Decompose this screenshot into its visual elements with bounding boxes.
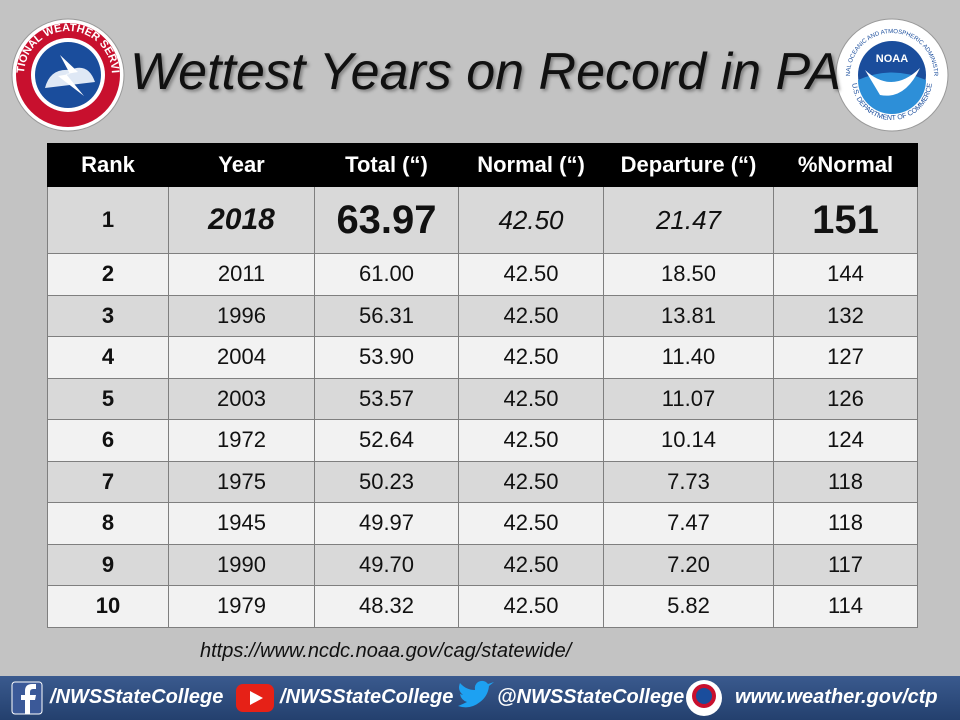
column-header: Normal (“) <box>458 143 604 187</box>
column-header: %Normal <box>773 143 918 187</box>
table-cell: 42.50 <box>458 186 604 254</box>
table-cell: 1972 <box>168 419 315 462</box>
rank-cell: 10 <box>47 585 169 628</box>
rank-cell: 2 <box>47 253 169 296</box>
table-cell: 56.31 <box>314 294 459 337</box>
table-cell: 42.50 <box>458 253 604 296</box>
table-cell: 61.00 <box>314 253 459 296</box>
table-row: 5 2003 53.57 42.50 11.07 126 <box>47 377 918 420</box>
youtube-handle[interactable]: /NWSStateCollege <box>280 686 454 708</box>
table-cell: 63.97 <box>314 186 459 254</box>
column-header: Year <box>168 143 315 187</box>
table-cell: 53.90 <box>314 336 459 379</box>
rank-cell: 7 <box>47 460 169 503</box>
nws-logo: NATIONAL WEATHER SERVICE <box>0 0 125 132</box>
table-row: 1 2018 63.97 42.50 21.47 151 <box>47 186 918 254</box>
table-cell: 42.50 <box>458 543 604 586</box>
table-cell: 10.14 <box>603 419 774 462</box>
table-cell: 118 <box>773 460 918 503</box>
table-cell: 132 <box>773 294 918 337</box>
table-cell: 2004 <box>168 336 315 379</box>
table-cell: 1979 <box>168 585 315 628</box>
column-header: Departure (“) <box>603 143 774 187</box>
rank-cell: 3 <box>47 294 169 337</box>
table-cell: 49.70 <box>314 543 459 586</box>
table-cell: 52.64 <box>314 419 459 462</box>
records-table: Rank Year Total (“) Normal (“) Departure (“)… <box>47 143 918 628</box>
table-cell: 50.23 <box>314 460 459 503</box>
facebook-handle[interactable]: /NWSStateCollege <box>50 686 224 708</box>
table-cell: 2018 <box>168 186 315 254</box>
column-header: Rank <box>47 143 169 187</box>
table-row: 3 1996 56.31 42.50 13.81 132 <box>47 294 918 337</box>
table-cell: 2003 <box>168 377 315 420</box>
table-cell: 7.47 <box>603 502 774 545</box>
table-cell: 1945 <box>168 502 315 545</box>
table-cell: 42.50 <box>458 377 604 420</box>
table-cell: 42.50 <box>458 336 604 379</box>
table-cell: 42.50 <box>458 419 604 462</box>
rank-cell: 9 <box>47 543 169 586</box>
table-cell: 1996 <box>168 294 315 337</box>
table-cell: 42.50 <box>458 460 604 503</box>
source-url: https://www.ncdc.noaa.gov/cag/statewide/ <box>200 640 572 662</box>
table-cell: 1990 <box>168 543 315 586</box>
table-cell: 2011 <box>168 253 315 296</box>
title: Wettest Years on Record in PA <box>130 43 842 101</box>
table-cell: 53.57 <box>314 377 459 420</box>
table-cell: 42.50 <box>458 294 604 337</box>
rank-cell: 4 <box>47 336 169 379</box>
table-cell: 11.40 <box>603 336 774 379</box>
footer-icons <box>11 680 722 716</box>
table-row: 8 1945 49.97 42.50 7.47 118 <box>47 502 918 545</box>
table-row: 7 1975 50.23 42.50 7.73 118 <box>47 460 918 503</box>
table-cell: 42.50 <box>458 502 604 545</box>
table-cell: 117 <box>773 543 918 586</box>
logos: NATIONAL WEATHER SERVICE NOAA NATIONAL O… <box>0 0 949 132</box>
table-cell: 13.81 <box>603 294 774 337</box>
table-cell: 151 <box>773 186 918 254</box>
table-cell: 42.50 <box>458 585 604 628</box>
table-cell: 114 <box>773 585 918 628</box>
header-row: Rank Year Total (“) Normal (“) Departure (“)… <box>47 143 918 187</box>
table-cell: 1975 <box>168 460 315 503</box>
website[interactable]: www.weather.gov/ctp <box>735 686 938 708</box>
rank-cell: 6 <box>47 419 169 462</box>
table-row: 6 1972 52.64 42.50 10.14 124 <box>47 419 918 462</box>
table-cell: 118 <box>773 502 918 545</box>
table-cell: 49.97 <box>314 502 459 545</box>
table-cell: 127 <box>773 336 918 379</box>
table-cell: 48.32 <box>314 585 459 628</box>
twitter-handle[interactable]: @NWSStateCollege <box>497 686 685 708</box>
rank-cell: 8 <box>47 502 169 545</box>
footer-bar: /NWSStateCollege /NWSStateCollege @NWSSt… <box>0 676 960 720</box>
column-header: Total (“) <box>314 143 459 187</box>
table-cell: 11.07 <box>603 377 774 420</box>
table-cell: 7.73 <box>603 460 774 503</box>
table-cell: 124 <box>773 419 918 462</box>
table-cell: 144 <box>773 253 918 296</box>
noaa-text: NOAA <box>876 53 908 65</box>
table-cell: 7.20 <box>603 543 774 586</box>
table-cell: 18.50 <box>603 253 774 296</box>
rank-cell: 5 <box>47 377 169 420</box>
rank-cell: 1 <box>47 186 169 254</box>
table-row: 2 2011 61.00 42.50 18.50 144 <box>47 253 918 296</box>
table-row: 9 1990 49.70 42.50 7.20 117 <box>47 543 918 586</box>
table-cell: 21.47 <box>603 186 774 254</box>
table-cell: 5.82 <box>603 585 774 628</box>
table-cell: 126 <box>773 377 918 420</box>
table-row: 10 1979 48.32 42.50 5.82 114 <box>47 585 918 628</box>
table-row: 4 2004 53.90 42.50 11.40 127 <box>47 336 918 379</box>
